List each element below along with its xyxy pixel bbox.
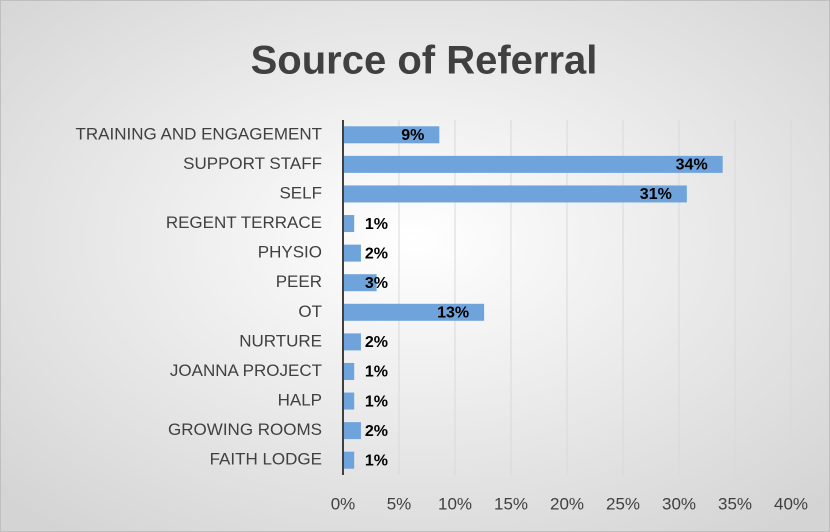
x-tick-label: 5% <box>387 494 412 513</box>
bar <box>343 333 361 351</box>
y-tick-label: TRAINING AND ENGAGEMENT <box>75 124 322 143</box>
x-tick-label: 40% <box>774 494 808 513</box>
value-label: 2% <box>365 423 388 440</box>
value-label: 13% <box>437 305 469 322</box>
bar <box>343 126 440 144</box>
bar <box>343 185 687 203</box>
y-tick-label: JOANNA PROJECT <box>170 361 322 380</box>
x-tick-label: 35% <box>718 494 752 513</box>
value-label: 34% <box>676 157 708 174</box>
chart-title: Source of Referral <box>251 39 598 83</box>
y-tick-label: NURTURE <box>239 331 322 350</box>
y-tick-label: PHYSIO <box>258 243 322 262</box>
value-label: 1% <box>365 364 388 381</box>
y-tick-label: HALP <box>278 391 322 410</box>
x-tick-label: 30% <box>662 494 696 513</box>
y-tick-label: SELF <box>279 183 322 202</box>
value-label: 9% <box>401 127 424 144</box>
bar <box>343 392 355 410</box>
value-label: 1% <box>365 452 388 469</box>
bar <box>343 244 361 262</box>
bar <box>343 422 361 440</box>
bar <box>343 274 377 292</box>
bar <box>343 155 723 173</box>
bar <box>343 215 355 233</box>
y-tick-label: GROWING ROOMS <box>168 420 322 439</box>
y-tick-label: REGENT TERRACE <box>166 213 322 232</box>
value-label: 2% <box>365 245 388 262</box>
value-label: 31% <box>640 186 672 203</box>
bar <box>343 451 355 469</box>
value-label: 1% <box>365 393 388 410</box>
x-tick-label: 10% <box>438 494 472 513</box>
bar <box>343 362 355 380</box>
y-tick-label: SUPPORT STAFF <box>183 154 322 173</box>
bar <box>343 303 485 321</box>
x-tick-label: 0% <box>331 494 356 513</box>
x-tick-label: 25% <box>606 494 640 513</box>
x-tick-label: 20% <box>550 494 584 513</box>
y-tick-label: OT <box>298 302 322 321</box>
value-label: 2% <box>365 334 388 351</box>
y-tick-label: PEER <box>276 272 322 291</box>
value-label: 3% <box>365 275 388 292</box>
y-tick-label: FAITH LODGE <box>210 450 322 469</box>
x-tick-label: 15% <box>494 494 528 513</box>
value-label: 1% <box>365 216 388 233</box>
